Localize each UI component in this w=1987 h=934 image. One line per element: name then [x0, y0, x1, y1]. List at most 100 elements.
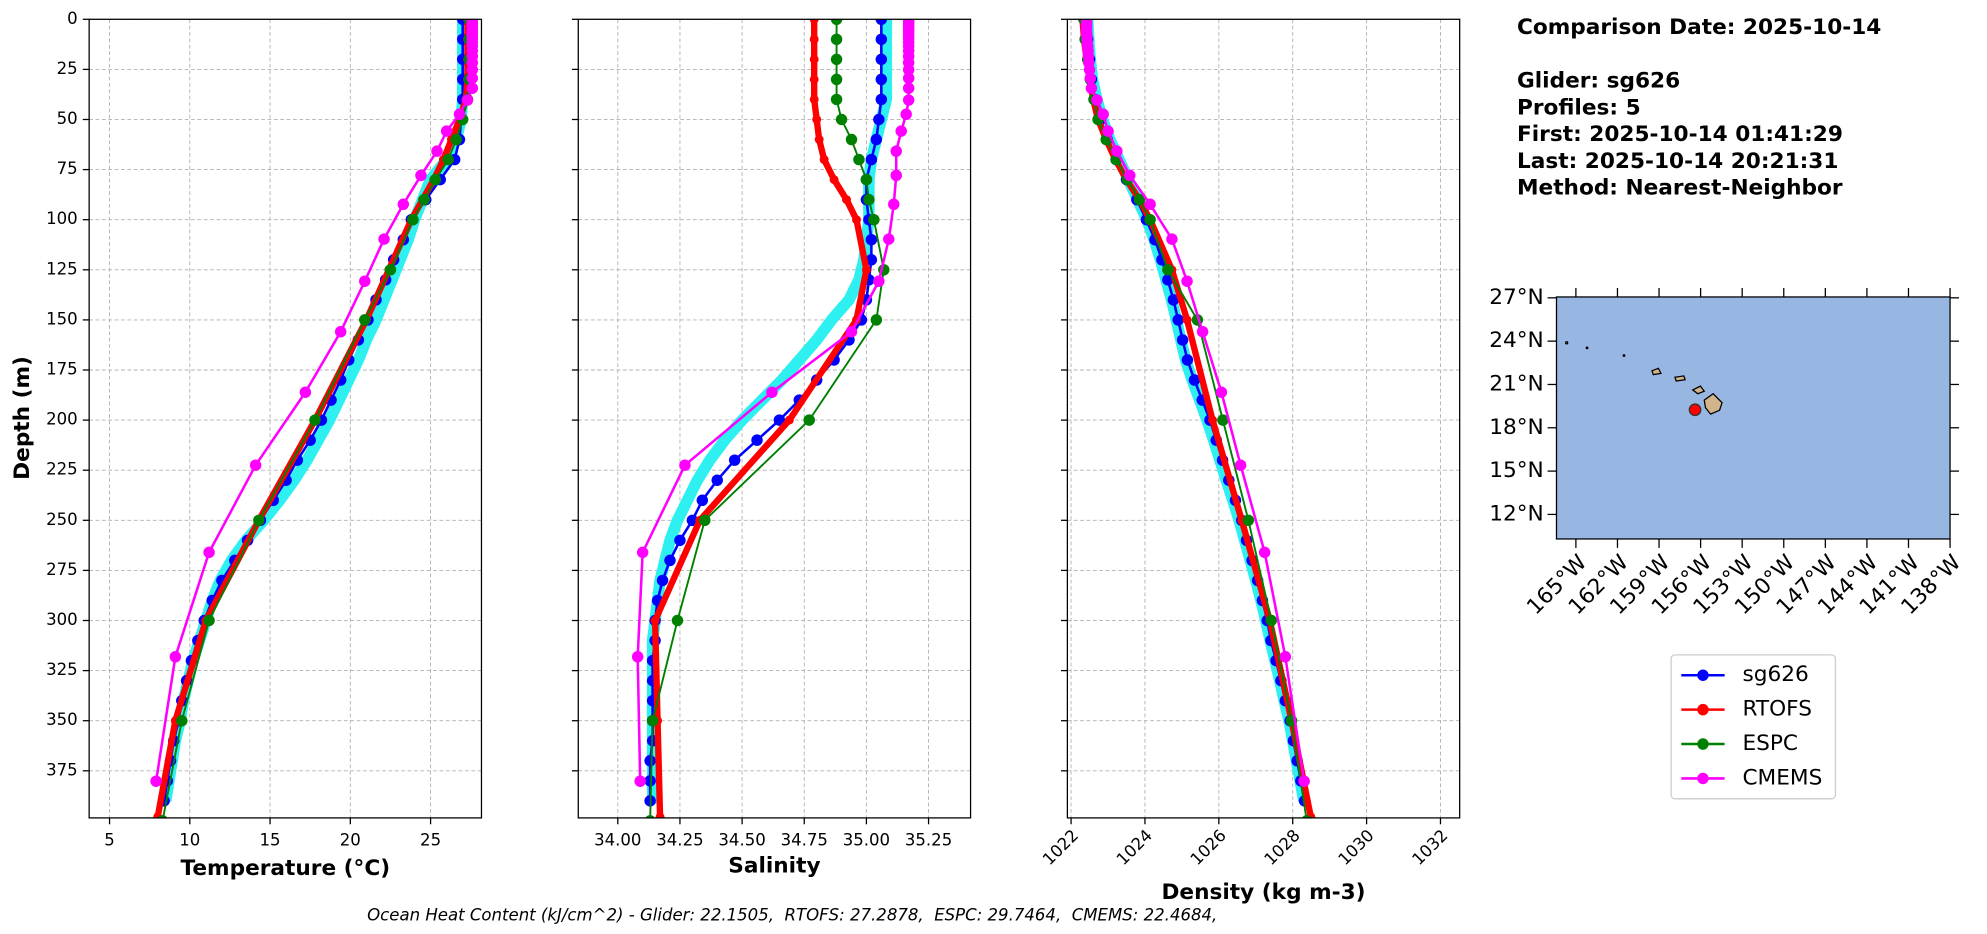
y-tick-label: 250 [46, 510, 78, 529]
profile-point [309, 414, 321, 426]
x-tick-label: 34.50 [718, 830, 765, 849]
profile-point [644, 755, 656, 767]
x-tick-label: 1026 [1187, 826, 1230, 869]
profile-point [1242, 514, 1255, 527]
map-frame [1555, 296, 1951, 540]
y-tick-label: 15°N [1489, 458, 1544, 483]
profile-point [674, 534, 686, 547]
y-tick-label: 100 [46, 209, 78, 228]
profile-point [861, 265, 871, 275]
profile-point [1208, 415, 1218, 425]
profile-point [682, 495, 692, 505]
profile-point [773, 414, 786, 426]
profile-point [431, 145, 443, 157]
profile-point [900, 108, 912, 121]
profile-point [784, 415, 794, 425]
profile-point [1279, 651, 1292, 663]
x-tick-label: 35.25 [905, 830, 952, 849]
info-line: Comparison Date: 2025-10-14 [1517, 15, 1881, 40]
legend-box [1670, 654, 1837, 800]
profile-point [646, 714, 659, 727]
footer: Ocean Heat Content (kJ/cm^2) - Glider: 2… [367, 905, 1217, 924]
profile-point [870, 133, 883, 146]
profile-point [809, 34, 819, 44]
island [1565, 341, 1569, 345]
profile-point [1162, 274, 1174, 286]
profile-point [1144, 198, 1156, 210]
profile-point [1083, 64, 1096, 76]
profile-line [1085, 19, 1306, 802]
profile-point [830, 33, 843, 46]
profile-point [890, 145, 902, 157]
legend-marker [1697, 772, 1709, 785]
x-tick-label: 15 [260, 830, 281, 849]
profile-point [865, 153, 878, 166]
profile-point [853, 153, 865, 166]
profile-point [344, 375, 354, 385]
profile-point [696, 494, 709, 506]
profile-point [1181, 354, 1194, 366]
y-tick-label: 325 [46, 660, 78, 679]
profile-point [794, 355, 804, 365]
island [1585, 346, 1589, 350]
profile-line [651, 19, 870, 817]
profile-point [353, 355, 363, 365]
profile-point [673, 515, 682, 525]
legend-label: RTOFS [1742, 697, 1812, 722]
island [1703, 392, 1723, 415]
profile-point [873, 113, 885, 126]
profile-point [692, 475, 702, 485]
profile-point [895, 125, 907, 137]
profile-point [1102, 125, 1114, 137]
profile-point [371, 315, 381, 325]
profile-point [830, 19, 843, 26]
profile-point [812, 115, 822, 124]
profile-point [324, 415, 334, 425]
info-line: Method: Nearest-Neighbor [1517, 176, 1843, 201]
x-tick-label: 20 [340, 830, 361, 849]
profile-point [875, 53, 888, 66]
profile-point [450, 133, 462, 146]
x-tick-label: 34.25 [656, 830, 703, 849]
x-axis-label: Salinity [728, 853, 820, 878]
profile-point [397, 198, 410, 210]
legend-marker [1697, 703, 1709, 716]
x-tick-label: 5 [104, 830, 115, 849]
y-tick-label: 200 [46, 410, 78, 429]
profile-point [302, 455, 312, 465]
x-tick-label: 35.00 [843, 830, 890, 849]
x-axis-label: Temperature (°C) [180, 856, 390, 881]
x-tick-label: 34.00 [594, 830, 641, 849]
profile-line [648, 19, 883, 801]
profile-point [407, 213, 419, 226]
profile-point [870, 314, 883, 326]
island [1674, 375, 1686, 382]
y-tick-label: 300 [46, 610, 78, 629]
profile-point [1084, 72, 1097, 84]
axes-frame [88, 18, 483, 819]
profile-point [720, 435, 730, 445]
profile-line [160, 19, 469, 802]
profile-point [890, 169, 902, 182]
profile-point [203, 546, 215, 559]
glider-position [1688, 403, 1702, 417]
x-tick-label: 34.75 [781, 830, 828, 849]
profile-point [299, 386, 312, 398]
profile-point [378, 233, 390, 245]
y-tick-label: 12°N [1489, 501, 1544, 526]
profile-point [830, 93, 843, 106]
profile-point [429, 173, 442, 186]
island [1622, 354, 1626, 357]
profile-point [313, 435, 323, 445]
legend-label: sg626 [1742, 662, 1808, 687]
profile-point [418, 193, 430, 206]
x-axis-label: Density (kg m-3) [1161, 880, 1365, 905]
profile-point [819, 155, 829, 165]
profile-point [1162, 264, 1174, 276]
profile-point [634, 775, 646, 787]
profile-point [440, 125, 453, 137]
plot-area [578, 19, 971, 818]
profile-point [665, 535, 675, 545]
profile-point [809, 54, 819, 64]
x-tick-label: 1024 [1113, 826, 1156, 869]
